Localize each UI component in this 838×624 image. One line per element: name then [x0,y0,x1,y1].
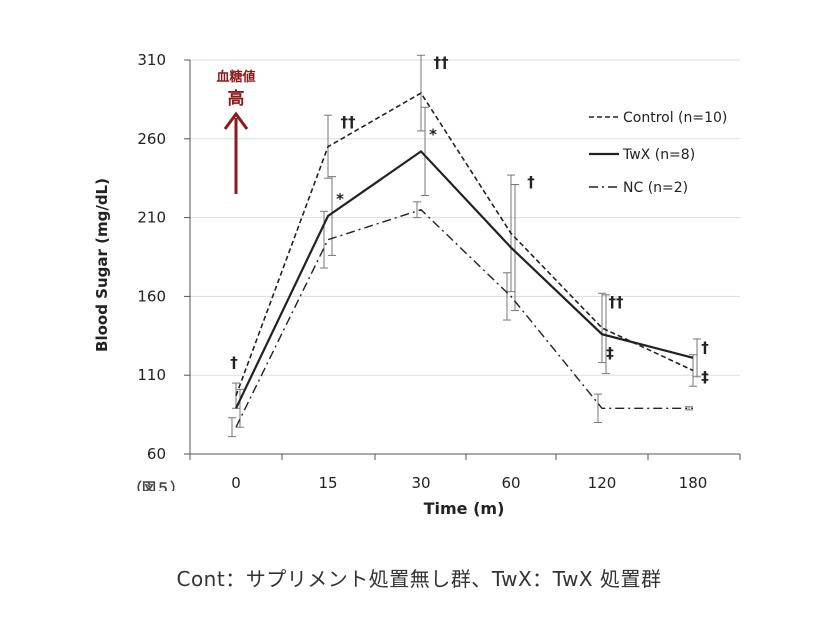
significance-mark: * [429,125,437,143]
x-tick-label: 15 [318,474,337,492]
y-tick-label: 60 [147,445,166,463]
annotation-line2: 高 [228,88,245,109]
significance-mark: †† [434,53,450,71]
significance-mark: † [701,339,709,357]
series-line [235,149,694,409]
legend-label: NC (n=2) [623,180,688,196]
y-tick-label: 160 [137,287,166,305]
tick-labels: 60 110 160 210 260 310 0 15 30 60 120 180 [137,51,707,492]
significance-mark: † [527,173,535,191]
y-tick-label: 260 [137,130,166,148]
figure-label: （図５） [128,481,184,491]
y-tick-label: 310 [137,51,166,69]
figure-caption: Cont：サプリメント処置無し群、TwX：TwX 処置群 [176,567,662,591]
x-tick-label: 60 [501,474,520,492]
significance-mark: †† [341,113,357,131]
series-line [235,208,693,428]
significance-mark: †† [609,293,625,311]
significance-mark: * [336,190,344,208]
x-tick-label: 0 [231,474,241,492]
significance-marks: †††††††††**‡‡ [230,53,709,386]
series-lines [235,92,694,428]
annotation-line1: 血糖値 [216,69,255,85]
y-tick-label: 210 [137,209,166,227]
legend-label: TwX (n=8) [622,147,695,163]
series-line [235,92,694,396]
x-axis-label: Time (m) [424,499,505,518]
y-axis-label: Blood Sugar (mg/dL) [93,178,111,352]
x-tick-label: 30 [411,474,430,492]
blood-sugar-high-annotation: 血糖値 高 [216,69,256,194]
y-tick-label: 110 [137,366,166,384]
significance-mark: † [230,354,238,372]
legend: Control (n=10) TwX (n=8) NC (n=2) [589,110,727,196]
legend-label: Control (n=10) [623,110,727,126]
arrow-head-icon [223,111,249,130]
x-tick-label: 120 [588,474,617,492]
grid-lines [190,59,740,376]
x-tick-label: 180 [679,474,708,492]
axes [184,59,741,460]
significance-mark: ‡ [606,344,614,362]
significance-mark: ‡ [701,368,709,386]
